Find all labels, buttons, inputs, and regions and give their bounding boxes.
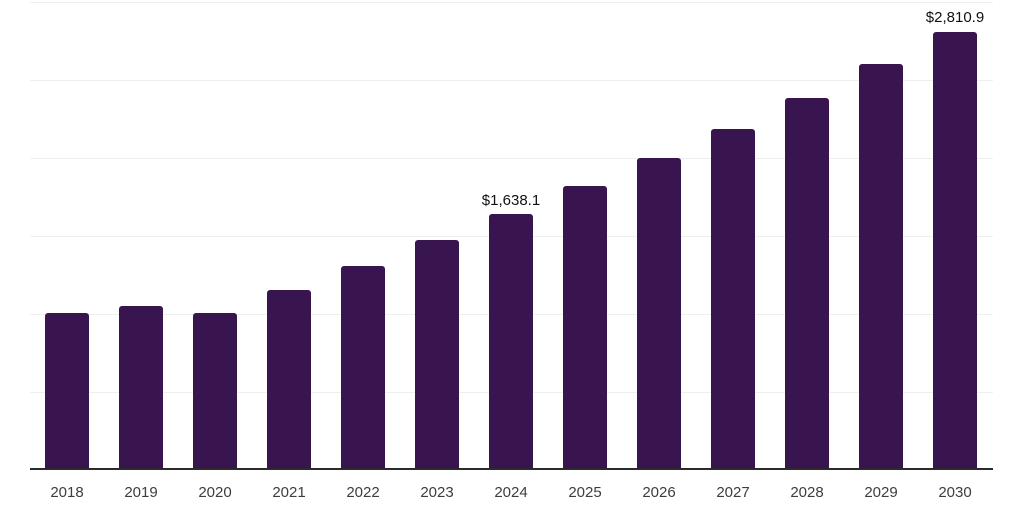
x-tick-label-2029: 2029	[864, 484, 898, 501]
bar-2020	[193, 312, 237, 470]
bar-2023	[415, 240, 459, 470]
bar-2030	[933, 31, 977, 470]
x-tick-label-2023: 2023	[420, 484, 454, 501]
x-tick-label-2018: 2018	[50, 484, 84, 501]
x-tick-label-2028: 2028	[790, 484, 824, 501]
x-tick-label-2021: 2021	[272, 484, 306, 501]
bar-2019	[119, 306, 163, 470]
x-tick-label-2022: 2022	[346, 484, 380, 501]
bar-2021	[267, 289, 311, 470]
x-tick-label-2024: 2024	[494, 484, 528, 501]
bar-2022	[341, 265, 385, 470]
bar-2027	[711, 128, 755, 470]
bar-2029	[859, 64, 903, 470]
x-tick-label-2027: 2027	[716, 484, 750, 501]
x-axis-line	[30, 468, 993, 470]
x-tick-label-2030: 2030	[938, 484, 972, 501]
x-tick-label-2020: 2020	[198, 484, 232, 501]
gridline-2500	[30, 80, 993, 81]
data-label-2024: $1,638.1	[481, 192, 541, 210]
bar-2018	[45, 313, 89, 470]
plot-area	[30, 2, 993, 470]
x-tick-label-2019: 2019	[124, 484, 158, 501]
gridline-3000	[30, 2, 993, 3]
data-label-2030: $2,810.9	[925, 9, 985, 27]
gridline-2000	[30, 158, 993, 159]
bar-2026	[637, 158, 681, 470]
x-tick-label-2025: 2025	[568, 484, 602, 501]
x-tick-label-2026: 2026	[642, 484, 676, 501]
bar-2025	[563, 186, 607, 470]
bar-2024	[489, 214, 533, 470]
bar-2028	[785, 97, 829, 470]
